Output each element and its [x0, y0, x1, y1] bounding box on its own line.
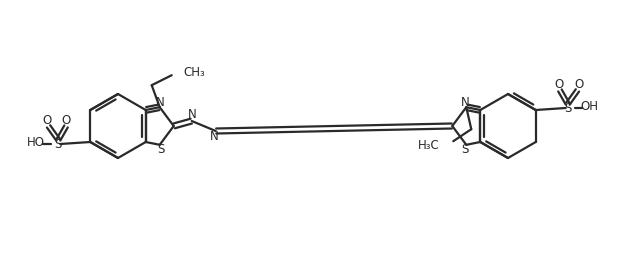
Text: O: O [574, 77, 583, 90]
Text: N: N [156, 96, 165, 109]
Text: N: N [211, 131, 219, 143]
Text: S: S [54, 138, 62, 151]
Text: O: O [61, 114, 71, 127]
Text: N: N [188, 109, 197, 122]
Text: H₃C: H₃C [417, 139, 439, 152]
Text: N: N [461, 96, 470, 109]
Text: CH₃: CH₃ [184, 66, 205, 79]
Text: O: O [554, 77, 563, 90]
Text: OH: OH [580, 101, 598, 114]
Text: HO: HO [28, 136, 45, 149]
Text: S: S [157, 143, 164, 156]
Text: O: O [43, 114, 52, 127]
Text: S: S [461, 143, 469, 156]
Text: S: S [564, 102, 572, 114]
